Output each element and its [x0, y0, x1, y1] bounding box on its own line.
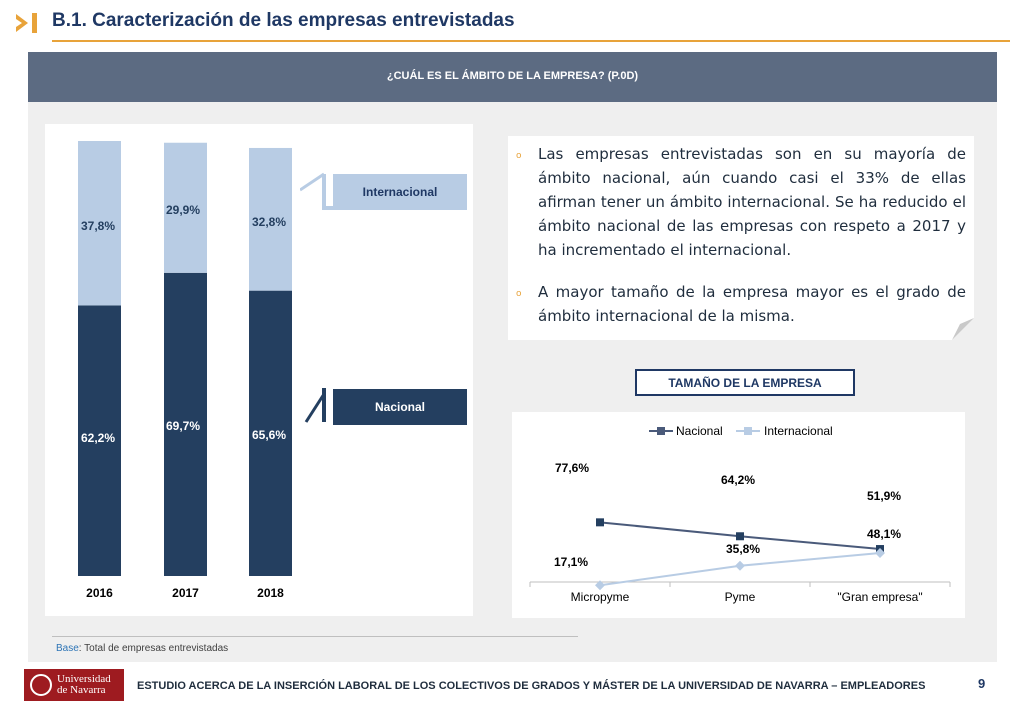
- point-internacional: [735, 560, 745, 571]
- legend-label: Nacional: [676, 424, 723, 438]
- question-text: ¿CUÁL ES EL ÁMBITO DE LA EMPRESA? (P.0D): [386, 70, 639, 82]
- bullet-text: Las empresas entrevistadas son en su may…: [538, 145, 966, 259]
- base-text: : Total de empresas entrevistadas: [78, 643, 229, 654]
- bullet-item: o Las empresas entrevistadas son en su m…: [516, 142, 966, 262]
- legend-marker: [657, 427, 665, 435]
- data-label-nacional: 62,2%: [81, 431, 115, 445]
- line-chart: Micropyme Pyme "Gran empresa" Nacional Inter…: [512, 412, 965, 618]
- x-tick-label: 2017: [172, 586, 199, 600]
- section-arrow-icon: [16, 13, 37, 33]
- bar-internacional: [164, 142, 207, 273]
- bullet-marker: o: [516, 151, 522, 161]
- x-tick-label: Pyme: [725, 590, 756, 604]
- page-fold-icon: [952, 318, 974, 340]
- university-name: Universidad de Navarra: [57, 674, 111, 696]
- point-nacional: [736, 532, 744, 541]
- bar-internacional: [78, 141, 121, 306]
- point-internacional: [595, 580, 605, 591]
- data-label-nacional: 69,7%: [166, 419, 200, 433]
- bullet-text: A mayor tamaño de la empresa mayor es el…: [538, 283, 966, 325]
- legend-nacional: Nacional: [333, 389, 467, 425]
- data-label-nacional: 64,2%: [721, 473, 755, 487]
- bullet-marker: o: [516, 289, 522, 299]
- bar-nacional: [249, 290, 292, 576]
- title-rule: [52, 40, 1010, 42]
- page-title: B.1. Caracterización de las empresas ent…: [52, 10, 515, 31]
- bar-nacional: [164, 272, 207, 576]
- bar-nacional: [78, 305, 121, 576]
- legend-label: Internacional: [764, 424, 833, 438]
- question-banner: ¿CUÁL ES EL ÁMBITO DE LA EMPRESA? (P.0D): [28, 52, 997, 102]
- page-number: 9: [978, 676, 986, 691]
- base-rule: [52, 636, 578, 637]
- data-label-nacional: 65,6%: [252, 428, 286, 442]
- legend-connectors: [300, 172, 333, 423]
- data-label-internacional: 37,8%: [81, 219, 115, 233]
- legend-marker: [744, 427, 752, 435]
- university-seal-icon: [30, 674, 52, 696]
- point-internacional: [875, 548, 885, 559]
- data-label-nacional: 51,9%: [867, 489, 901, 503]
- data-label-internacional: 32,8%: [252, 215, 286, 229]
- data-label-internacional: 29,9%: [166, 203, 200, 217]
- size-section-title: TAMAÑO DE LA EMPRESA: [635, 369, 855, 396]
- university-name-line1: Universidad: [57, 673, 111, 685]
- x-tick-label: 2018: [257, 586, 284, 600]
- x-tick-label: Micropyme: [571, 590, 630, 604]
- data-label-nacional: 77,6%: [555, 461, 589, 475]
- stacked-bar-svg: 62,2% 37,8% 2016 69,7% 29,9% 2017 65,6% 32,8% 20…: [78, 141, 292, 600]
- data-label-internacional: 17,1%: [554, 555, 588, 569]
- point-nacional: [596, 518, 604, 527]
- x-tick-label: 2016: [86, 586, 113, 600]
- bullet-item: o A mayor tamaño de la empresa mayor es …: [516, 280, 966, 328]
- university-name-line2: de Navarra: [57, 684, 106, 696]
- line-chart-svg: Micropyme Pyme "Gran empresa" Nacional Inter…: [529, 424, 951, 604]
- data-label-internacional: 48,1%: [867, 527, 901, 541]
- base-key: Base: [56, 643, 79, 654]
- data-label-internacional: 35,8%: [726, 542, 760, 556]
- summary-textbox: o Las empresas entrevistadas son en su m…: [508, 136, 974, 340]
- university-logo: Universidad de Navarra: [24, 669, 124, 701]
- base-note: Base: Total de empresas entrevistadas: [56, 643, 228, 654]
- study-title: ESTUDIO ACERCA DE LA INSERCIÓN LABORAL D…: [137, 680, 926, 692]
- bar-internacional: [249, 147, 292, 291]
- legend-internacional: Internacional: [333, 174, 467, 210]
- x-tick-label: "Gran empresa": [837, 590, 922, 604]
